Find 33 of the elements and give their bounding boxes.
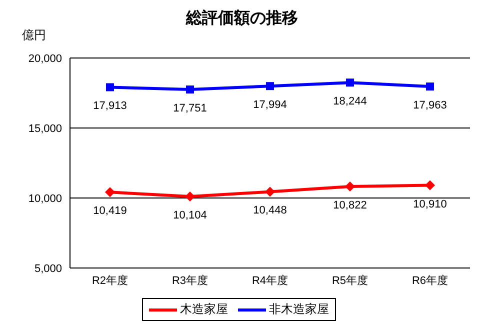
y-axis-title: 億円 <box>22 27 46 44</box>
point <box>426 82 434 91</box>
data-label: 10,822 <box>333 199 367 212</box>
x-tick-label: R4年度 <box>252 274 288 287</box>
data-label: 10,910 <box>413 198 447 210</box>
point <box>186 85 194 94</box>
point <box>345 181 355 192</box>
x-tick-label: R6年度 <box>412 274 448 287</box>
data-label: 10,448 <box>253 204 287 217</box>
data-label: 10,104 <box>173 210 207 222</box>
data-label: 17,963 <box>413 100 447 112</box>
data-label: 18,244 <box>333 96 367 108</box>
y-tick-label: 5,000 <box>34 262 62 275</box>
legend-label: 非木造家屋 <box>268 301 329 318</box>
legend-label: 木造家屋 <box>179 301 228 318</box>
y-tick-label: 20,000 <box>28 52 62 65</box>
point <box>265 186 275 197</box>
chart-title: 総評価額の推移 <box>184 8 299 29</box>
point <box>106 83 114 92</box>
data-label: 10,419 <box>93 205 127 218</box>
point <box>185 192 195 202</box>
point <box>266 82 274 90</box>
y-tick-label: 15,000 <box>28 122 62 135</box>
y-tick-label: 10,000 <box>28 192 62 205</box>
x-tick-label: R2年度 <box>92 274 128 287</box>
point <box>105 187 115 198</box>
data-label: 17,751 <box>173 102 207 114</box>
x-tick-label: R5年度 <box>332 274 368 287</box>
data-label: 17,994 <box>253 99 287 112</box>
point <box>425 180 435 190</box>
point <box>346 78 354 87</box>
x-tick-label: R3年度 <box>172 274 208 287</box>
data-label: 17,913 <box>93 100 127 112</box>
